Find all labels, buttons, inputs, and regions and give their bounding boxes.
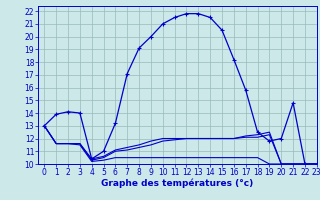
X-axis label: Graphe des températures (°c): Graphe des températures (°c) bbox=[101, 179, 254, 188]
